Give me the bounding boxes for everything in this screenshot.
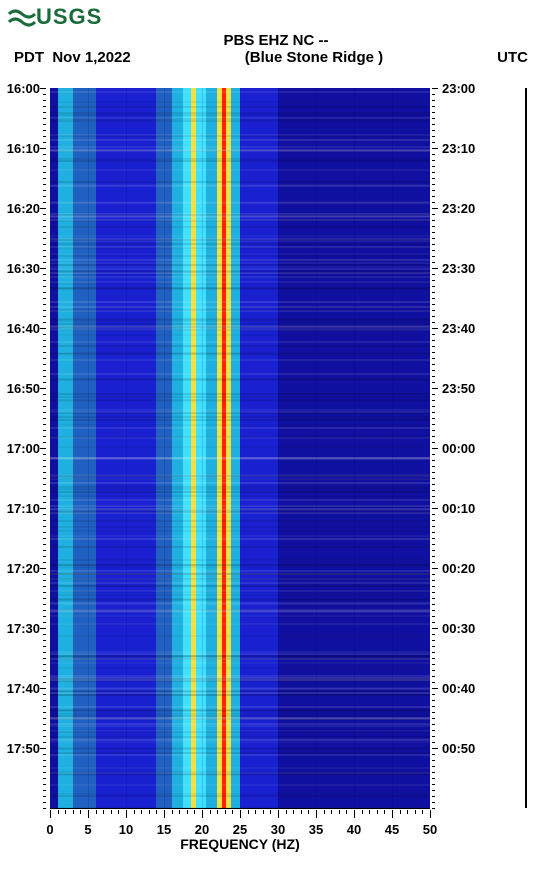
y-left-tick-label: 17:00 [7,441,40,456]
logo-text: USGS [36,4,102,30]
grid-line [88,88,89,808]
usgs-logo: USGS [8,4,102,30]
y-axis-right-utc: 23:0023:1023:2023:3023:4023:5000:0000:10… [432,88,492,808]
y-left-tick-label: 17:50 [7,741,40,756]
x-tick-label: 15 [157,822,171,837]
x-tick-label: 10 [119,822,133,837]
wave-icon [8,6,36,28]
x-tick-label: 50 [423,822,437,837]
y-right-tick-label: 00:50 [442,741,475,756]
y-left-tick-label: 17:10 [7,501,40,516]
tz-right: UTC [497,49,528,66]
grid-line [392,88,393,808]
tz-left: PDT [14,49,44,66]
x-tick-label: 5 [84,822,91,837]
station-name: (Blue Stone Ridge ) [245,49,383,66]
x-tick-label: 45 [385,822,399,837]
colorbar [525,88,527,808]
y-right-tick-label: 23:30 [442,261,475,276]
y-right-tick-label: 00:10 [442,501,475,516]
y-left-tick-label: 16:40 [7,321,40,336]
y-right-tick-label: 23:10 [442,141,475,156]
y-left-tick-label: 16:00 [7,81,40,96]
y-right-tick-label: 00:00 [442,441,475,456]
y-right-tick-label: 23:00 [442,81,475,96]
grid-line [354,88,355,808]
y-right-tick-label: 00:20 [442,561,475,576]
y-axis-left-pdt: 16:0016:1016:2016:3016:4016:5017:0017:10… [0,88,48,808]
x-axis: 05101520253035404550 [50,808,430,838]
spectrogram-canvas [50,88,430,808]
grid-line [278,88,279,808]
y-left-tick-label: 17:40 [7,681,40,696]
y-left-tick-label: 17:30 [7,621,40,636]
date-label: Nov 1,2022 [52,49,130,66]
y-right-tick-label: 23:20 [442,201,475,216]
x-tick-label: 20 [195,822,209,837]
grid-line [126,88,127,808]
y-right-tick-label: 00:30 [442,621,475,636]
station-code: PBS EHZ NC -- [0,32,552,49]
y-left-tick-label: 17:20 [7,561,40,576]
x-tick-label: 35 [309,822,323,837]
y-left-tick-label: 16:20 [7,201,40,216]
y-left-tick-label: 16:30 [7,261,40,276]
y-right-tick-label: 23:40 [442,321,475,336]
spectrogram-chart [50,88,430,840]
grid-line [316,88,317,808]
grid-line [164,88,165,808]
x-tick-label: 0 [46,822,53,837]
x-tick-label: 30 [271,822,285,837]
x-axis-title: FREQUENCY (HZ) [50,836,430,852]
x-tick-label: 25 [233,822,247,837]
y-left-tick-label: 16:50 [7,381,40,396]
y-right-tick-label: 00:40 [442,681,475,696]
chart-title: PBS EHZ NC -- PDT Nov 1,2022 (Blue Stone… [0,32,552,66]
y-right-tick-label: 23:50 [442,381,475,396]
grid-line [240,88,241,808]
grid-line [202,88,203,808]
y-left-tick-label: 16:10 [7,141,40,156]
x-tick-label: 40 [347,822,361,837]
